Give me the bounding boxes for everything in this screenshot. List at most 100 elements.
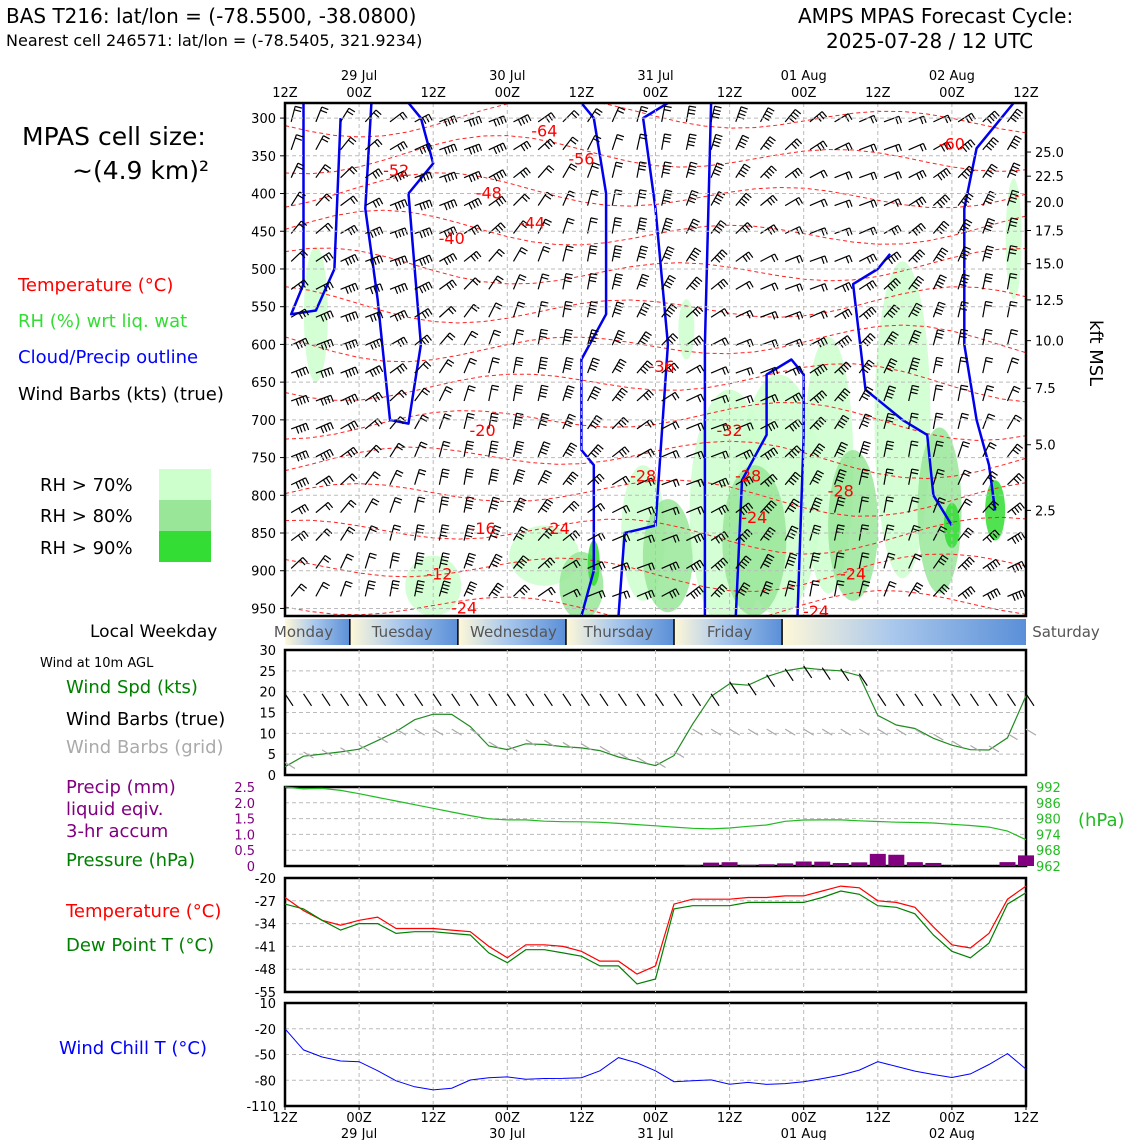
wind-barb: [735, 192, 747, 206]
wind-barb-flag: [691, 282, 698, 288]
wind-barb: [809, 443, 820, 458]
wind-barb-flag: [890, 334, 897, 339]
wind-barb-flag: [870, 228, 875, 236]
wind-barb-flag: [345, 287, 349, 294]
wind-barb-flag: [372, 395, 378, 403]
wind-barb-flag: [419, 203, 423, 211]
wind-barb-flag: [637, 227, 646, 231]
wind-barb-flag: [394, 287, 399, 295]
wind-barb-flag: [694, 279, 701, 285]
wind-barb-flag: [824, 283, 828, 291]
wind-barb-flag: [910, 339, 918, 344]
wind-barb: [611, 106, 620, 123]
wind-barb-flag: [816, 115, 822, 122]
wind-barb-flag: [323, 581, 330, 587]
wind-barb-flag: [425, 228, 430, 236]
wind-barb-flag: [394, 259, 399, 267]
wind-barb-flag: [493, 528, 500, 532]
wind-barb-flag: [985, 328, 993, 332]
wind-barb: [661, 478, 677, 486]
wind-barb-flag: [417, 580, 425, 583]
wind-barb-flag: [817, 470, 824, 475]
wind-barb-flag: [718, 222, 725, 229]
wind-barb-flag: [327, 222, 334, 229]
wind-barb-flag: [440, 534, 448, 538]
wind-barb: [809, 580, 814, 597]
wind-barb-flag: [662, 199, 670, 203]
wind-barb-flag: [845, 283, 850, 291]
wind-barb-flag: [453, 226, 458, 234]
wind-barb-flag: [837, 499, 845, 503]
wind-barb-flag: [664, 312, 671, 318]
wind-barb: [439, 199, 455, 207]
wind-barb: [710, 477, 726, 486]
wind-barb-flag: [321, 138, 329, 143]
wind-barb: [858, 552, 864, 569]
precip-bar: [1018, 855, 1034, 866]
isotherm-label: -40: [439, 229, 465, 248]
wind-barb-flag: [774, 253, 779, 261]
wind-barb: [562, 500, 575, 514]
wind-barb-grid: [840, 728, 852, 736]
wind-tick-label: 5: [268, 748, 276, 763]
wind-barb: [414, 308, 429, 318]
wind-barb-flag: [550, 586, 556, 594]
wind-barb-flag: [543, 533, 550, 539]
wind-barb-flag: [845, 201, 850, 209]
wind-barb-flag: [648, 389, 654, 396]
wind-barb-grid: [544, 739, 555, 747]
wind-barb-true: [747, 682, 757, 696]
wind-barb: [537, 357, 542, 374]
wind-barb-flag: [913, 524, 921, 529]
wind-barb: [883, 198, 899, 207]
wind-barb-flag: [539, 367, 547, 370]
wind-barb-flag: [297, 162, 305, 167]
wind-barb-flag: [520, 144, 526, 152]
kft-tick-label: 7.5: [1035, 382, 1056, 397]
wind-barb-flag: [501, 195, 507, 203]
wind-barb-flag: [623, 591, 627, 599]
wind-barb-flag: [476, 251, 482, 258]
wind-barb: [982, 558, 997, 569]
wind-barb-flag: [422, 284, 427, 292]
wind-barb-flag: [440, 503, 448, 506]
wind-barb: [488, 169, 504, 179]
wind-barb-flag: [665, 280, 673, 286]
wind-barb-flag: [937, 304, 945, 309]
wind-barb-flag: [443, 175, 448, 183]
wind-barb-flag: [663, 140, 671, 143]
wind-barb-flag: [839, 420, 846, 426]
wind-barb-flag: [715, 537, 720, 544]
wind-barb-grid: [729, 728, 740, 736]
wind-barb-flag: [738, 563, 746, 570]
wind-barb-flag: [492, 332, 500, 337]
wind-barb-flag: [689, 105, 697, 108]
wind-barb-flag: [516, 503, 524, 508]
wind-barb: [315, 193, 328, 207]
wind-barb-true: [617, 693, 627, 707]
wind-barb-flag: [347, 228, 353, 236]
wind-barb-flag: [351, 255, 356, 263]
wind-barb-flag: [724, 308, 729, 315]
wind-barb-flag: [991, 470, 998, 476]
wind-barb: [784, 196, 800, 207]
wind-barb: [562, 136, 574, 151]
wind-barb: [834, 142, 850, 151]
wind-barb-flag: [664, 105, 672, 109]
wind-barb-flag: [548, 528, 555, 534]
wind-barb-flag: [942, 554, 949, 560]
legend-rh80-label: RH > 80%: [40, 506, 133, 527]
wind-barb-flag: [662, 171, 670, 175]
wind-barb-flag: [305, 395, 310, 403]
wind-barb-flag: [695, 308, 701, 315]
wind-barb-flag: [322, 256, 328, 263]
wind-barb-flag: [540, 360, 548, 363]
dewpoint-legend: Dew Point T (°C): [66, 935, 215, 956]
wind-barb-flag: [720, 533, 726, 540]
wind-barb-flag: [839, 393, 847, 399]
wind-barb-flag: [378, 365, 384, 373]
wind-barb-flag: [543, 245, 551, 250]
wind-barb-flag: [812, 555, 820, 559]
wind-barb-flag: [395, 472, 402, 478]
wind-barb-flag: [1010, 272, 1018, 276]
